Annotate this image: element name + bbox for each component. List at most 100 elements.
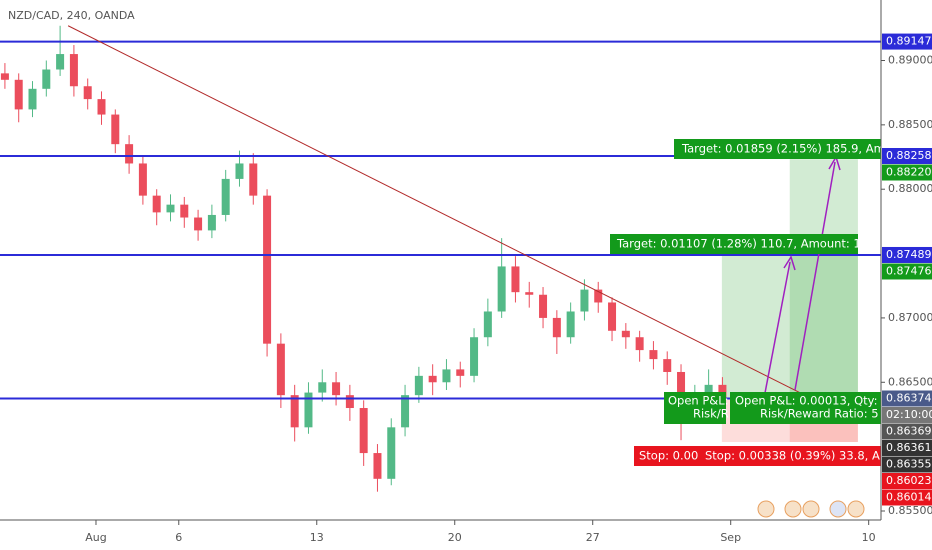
candle-body xyxy=(14,79,23,110)
countdown-bg xyxy=(882,406,932,423)
candle-body xyxy=(718,384,727,400)
price-marker-label: 0.89147 xyxy=(886,35,932,48)
chart-title: NZD/CAD, 240, OANDA xyxy=(8,9,135,22)
candle-body xyxy=(704,384,713,396)
price-marker-label: 0.86369 xyxy=(886,424,932,437)
candle-body xyxy=(663,359,672,372)
candle-body xyxy=(69,54,78,87)
candle-body xyxy=(442,369,451,383)
price-marker-label: 0.86014 xyxy=(886,490,932,503)
y-tick-label: 0.86500 xyxy=(888,375,932,388)
candle-body xyxy=(580,289,589,312)
price-marker xyxy=(882,148,932,164)
candle-body xyxy=(276,343,285,396)
position-labels: Target: 0.01859 (2.15%) 185.9, Am Target… xyxy=(610,139,885,466)
candle-body xyxy=(166,204,175,213)
candle-body xyxy=(539,294,548,318)
candle-body xyxy=(125,144,134,164)
candle-body xyxy=(111,114,120,145)
price-marker-label: 0.86023 xyxy=(886,474,932,487)
x-tick-label: Sep xyxy=(720,531,741,544)
profit-zone xyxy=(721,256,858,399)
target-label: Target: 0.01107 (1.28%) 110.7, Amount: 1… xyxy=(616,237,880,251)
countdown: 02:10:00 xyxy=(886,408,932,421)
open-pl-label: Open P&L: 0.00013, Qty: xyxy=(735,394,877,408)
price-marker-label: 0.87476 xyxy=(886,264,932,277)
y-tick-label: 0.85500 xyxy=(888,504,932,517)
price-marker xyxy=(882,439,932,456)
candle-body xyxy=(345,395,354,409)
candle-body xyxy=(525,292,534,295)
price-marker-label: 0.87489 xyxy=(886,248,932,261)
price-marker xyxy=(882,472,932,489)
x-tick-label: 10 xyxy=(862,531,876,544)
price-marker-label: 0.86361 xyxy=(886,441,932,454)
stop-label: Stop: 0.00 xyxy=(639,449,698,463)
candle-body xyxy=(83,86,92,100)
y-tick-label: 0.88500 xyxy=(888,118,932,131)
candle-body xyxy=(401,395,410,428)
candle-body xyxy=(649,350,658,360)
y-tick-label: 0.87000 xyxy=(888,311,932,324)
price-marker xyxy=(882,263,932,280)
y-tick-label: 0.89000 xyxy=(888,53,932,66)
candle-body xyxy=(608,302,617,331)
candle-body xyxy=(304,392,313,428)
candle-body xyxy=(428,375,437,383)
event-icons xyxy=(757,500,865,518)
price-marker-label: 0.86374 xyxy=(886,391,932,404)
price-marker xyxy=(882,390,932,407)
price-marker xyxy=(882,423,932,440)
candle-body xyxy=(97,99,106,115)
candle-body xyxy=(552,317,561,338)
rr-label: Risk/Reward Ratio: 5 xyxy=(760,407,879,421)
candle-body xyxy=(318,382,327,393)
candle-body xyxy=(414,375,423,396)
candle-body xyxy=(180,204,189,218)
candle-body xyxy=(263,195,272,344)
candle-body xyxy=(42,69,51,89)
x-tick-label: 6 xyxy=(175,531,182,544)
candle-body xyxy=(56,54,65,70)
candle-body xyxy=(152,195,161,213)
candle-body xyxy=(456,369,465,376)
y-tick-label: 0.88000 xyxy=(888,182,932,195)
candle-body xyxy=(332,382,341,396)
price-marker xyxy=(882,456,932,473)
stop-label: Stop: 0.00338 (0.39%) 33.8, A xyxy=(705,449,880,463)
price-marker xyxy=(882,246,932,263)
candle-body xyxy=(511,266,520,293)
candle-body xyxy=(594,289,603,303)
candle-body xyxy=(387,427,396,479)
candle-body xyxy=(566,311,575,338)
x-tick-label: 27 xyxy=(586,531,600,544)
candle-body xyxy=(138,163,147,196)
candle-body xyxy=(470,337,479,376)
candle-body xyxy=(483,311,492,338)
candle-body xyxy=(249,163,258,196)
target-label: Target: 0.01859 (2.15%) 185.9, Am xyxy=(681,142,885,156)
x-tick-label: 13 xyxy=(310,531,324,544)
candle-body xyxy=(621,330,630,338)
price-marker-label: 0.88258 xyxy=(886,149,932,162)
candle-body xyxy=(194,217,203,231)
candle-body xyxy=(221,178,230,215)
candle-body xyxy=(635,337,644,351)
price-marker xyxy=(882,33,932,50)
candle-body xyxy=(28,88,37,110)
candle-body xyxy=(497,266,506,312)
candle-body xyxy=(0,73,9,80)
price-marker xyxy=(882,489,932,506)
candle-body xyxy=(235,163,244,179)
x-tick-label: 20 xyxy=(448,531,462,544)
price-marker-label: 0.88220 xyxy=(886,166,932,179)
price-marker xyxy=(882,164,932,181)
candle-body xyxy=(373,453,382,479)
rr-label: Risk/R xyxy=(693,407,729,421)
x-tick-label: Aug xyxy=(85,531,106,544)
candle-body xyxy=(359,408,368,454)
trend-line xyxy=(67,25,800,394)
open-pl-label: Open P&L: xyxy=(668,394,729,408)
price-marker-label: 0.86355 xyxy=(886,457,932,470)
